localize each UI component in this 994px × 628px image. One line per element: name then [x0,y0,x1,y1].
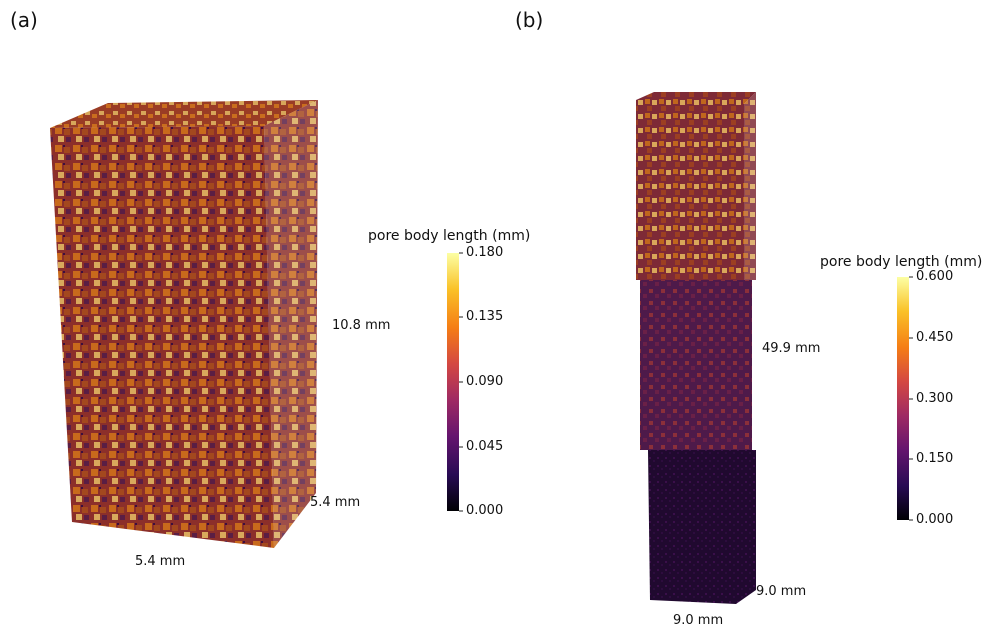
colorbar-a-tick-min: 0.000 [466,503,504,518]
colorbar-b-title: pore body length (mm) [820,254,983,270]
sample-b-volume [636,92,756,604]
sample-b-depth-label: 9.0 mm [756,584,807,599]
panel-a-label: (a) [10,8,38,32]
colorbar-a-ticks [459,252,463,512]
colorbar-a-tick-max: 0.180 [466,245,504,260]
colorbar-b-tick-min: 0.000 [916,512,954,527]
sample-a-height-label: 10.8 mm [332,318,391,333]
colorbar-b [897,277,909,520]
colorbar-b-tick: 0.150 [916,451,954,466]
sample-a-width-label: 5.4 mm [135,554,186,569]
sample-a-depth-label: 5.4 mm [310,495,361,510]
colorbar-a [447,253,459,511]
sample-b-height-label: 49.9 mm [762,341,821,356]
colorbar-b-tick: 0.300 [916,391,954,406]
colorbar-a-tick: 0.135 [466,309,504,324]
colorbar-b-tick-max: 0.600 [916,269,954,284]
colorbar-b-ticks [909,276,913,521]
colorbar-b-tick: 0.450 [916,330,954,345]
panel-b-label: (b) [515,8,544,32]
sample-a-volume [50,100,318,548]
colorbar-a-title: pore body length (mm) [368,228,531,244]
colorbar-a-tick: 0.045 [466,439,504,454]
sample-b-width-label: 9.0 mm [673,613,724,628]
colorbar-a-tick: 0.090 [466,374,504,389]
